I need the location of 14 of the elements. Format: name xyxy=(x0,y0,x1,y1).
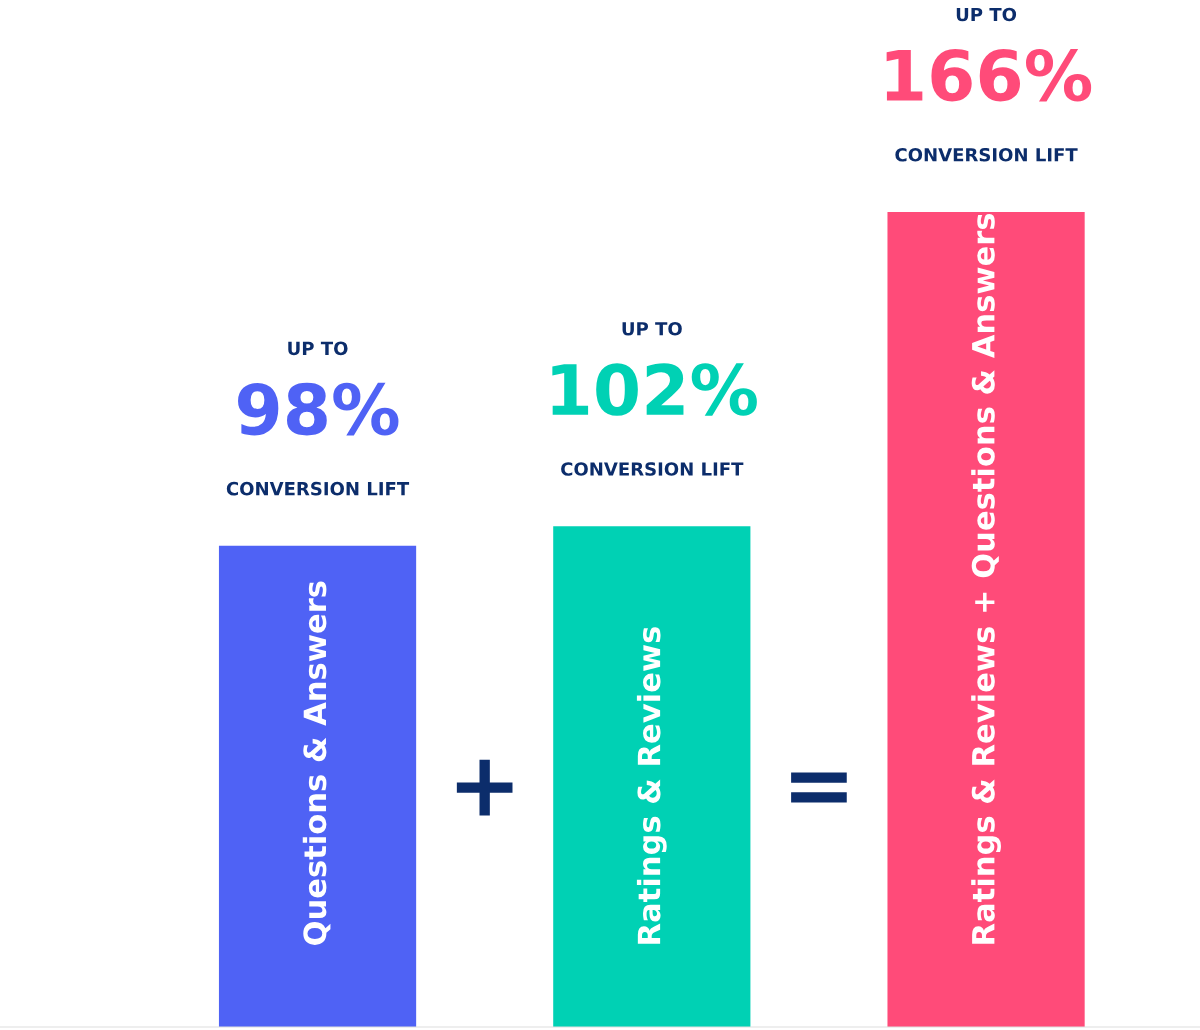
text: UP TO xyxy=(956,7,1017,22)
x-tick-label: Ratings & Reviews + Questions & Answers xyxy=(971,213,1001,944)
data-label: 166% xyxy=(886,48,1092,102)
x-tick-label: Ratings & Reviews xyxy=(636,627,667,944)
annotation: + xyxy=(456,759,513,816)
annotation: CONVERSION LIFT xyxy=(561,462,744,476)
annotation: UP TO xyxy=(622,321,682,336)
text: CONVERSION LIFT xyxy=(895,147,1078,162)
annotation: CONVERSION LIFT xyxy=(226,481,410,496)
annotation: = xyxy=(791,772,847,803)
data-label: 98% xyxy=(238,382,399,436)
annotation: UP TO xyxy=(288,341,348,356)
x-tick-label: Questions & Answers xyxy=(302,581,331,945)
data-label: 102% xyxy=(552,363,757,416)
